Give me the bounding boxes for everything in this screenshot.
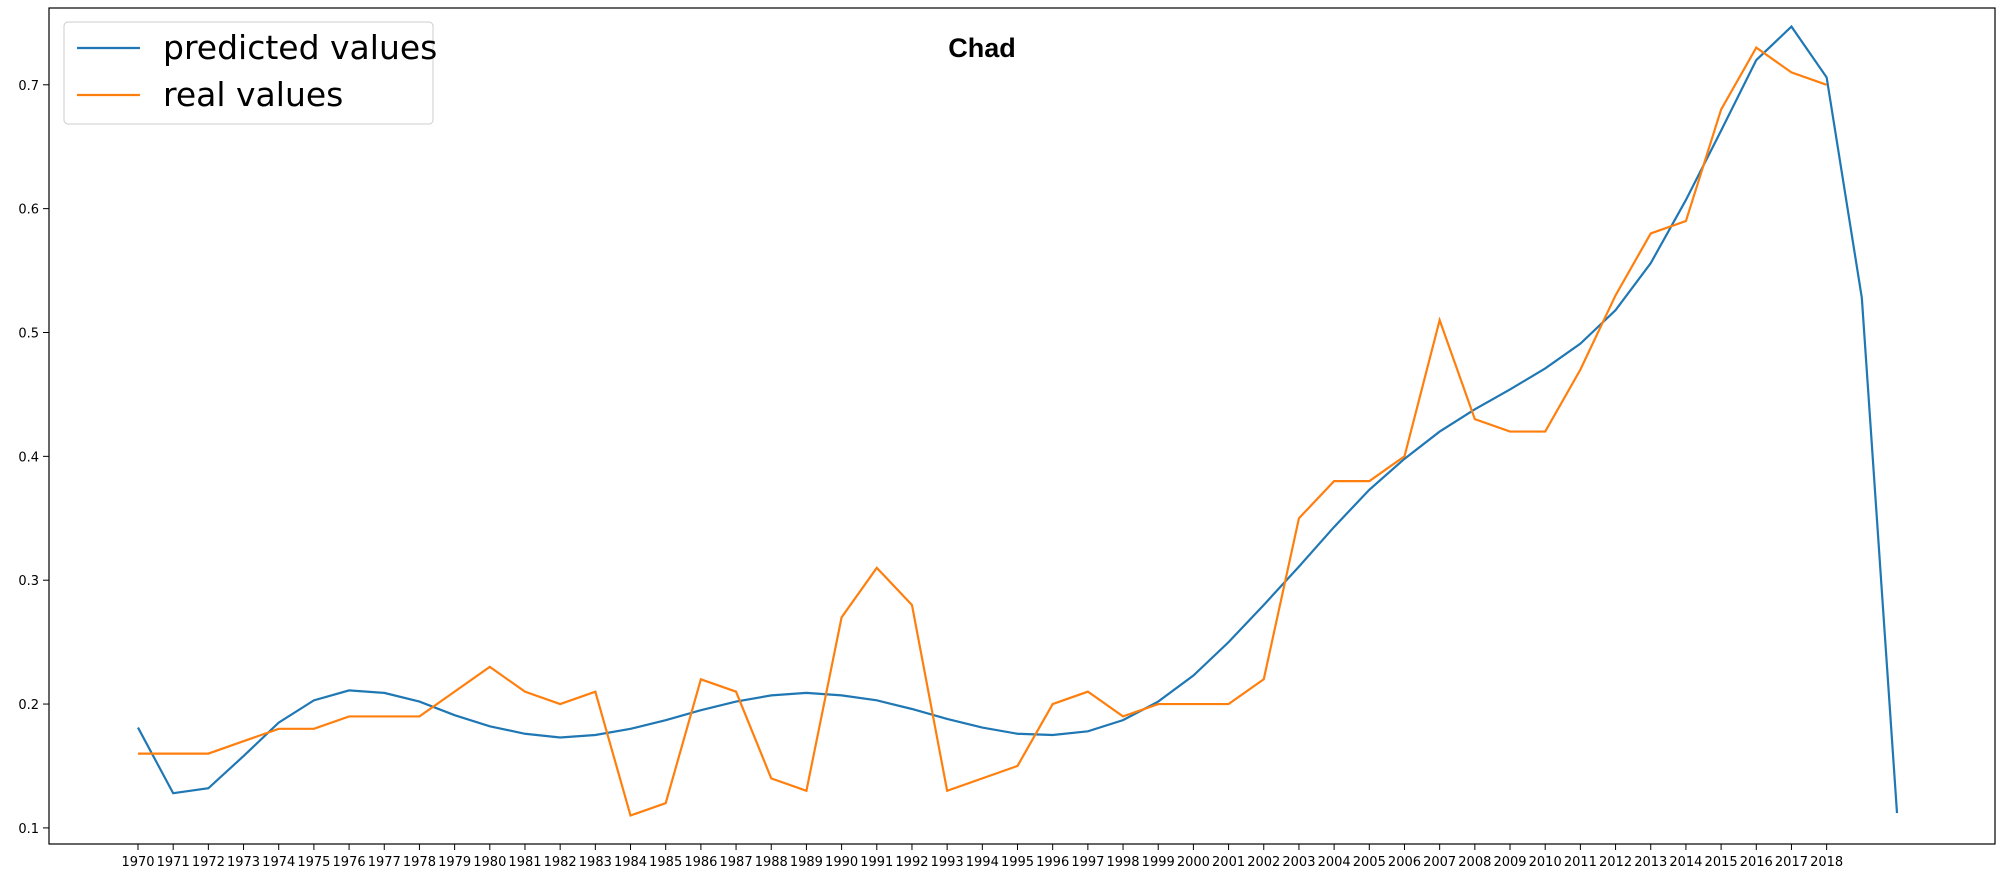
x-tick-label: 2010 bbox=[1529, 855, 1562, 870]
plot-frame bbox=[48, 7, 1996, 845]
x-tick-label: 1993 bbox=[931, 855, 964, 870]
x-tick-label: 1976 bbox=[333, 855, 366, 870]
x-tick-label: 1987 bbox=[720, 855, 753, 870]
x-tick-label: 1989 bbox=[790, 855, 823, 870]
x-tick-label: 1990 bbox=[825, 855, 858, 870]
y-tick-label: 0.5 bbox=[18, 326, 39, 341]
x-tick-label: 1980 bbox=[473, 855, 506, 870]
x-tick-label: 2013 bbox=[1634, 855, 1667, 870]
x-tick-label: 2000 bbox=[1177, 855, 1210, 870]
x-tick-label: 2002 bbox=[1247, 855, 1280, 870]
x-tick-label: 2004 bbox=[1318, 855, 1351, 870]
x-tick-label: 1983 bbox=[579, 855, 612, 870]
x-tick-label: 2003 bbox=[1282, 855, 1315, 870]
x-tick-label: 2015 bbox=[1705, 855, 1738, 870]
legend: predicted values real values bbox=[63, 21, 437, 125]
series-line-predicted-values bbox=[137, 24, 1899, 814]
legend-label-real-values: real values bbox=[163, 75, 343, 114]
chart-title: Chad bbox=[948, 33, 1016, 63]
x-tick-label: 2001 bbox=[1212, 855, 1245, 870]
y-axis: 0.1 0.2 0.3 0.4 0.5 0.6 0.7 bbox=[18, 79, 49, 837]
x-tick-label: 2008 bbox=[1458, 855, 1491, 870]
x-tick-label: 1998 bbox=[1106, 855, 1139, 870]
y-tick-label: 0.6 bbox=[18, 203, 39, 218]
x-tick-label: 1997 bbox=[1071, 855, 1104, 870]
x-tick-label: 2014 bbox=[1669, 855, 1702, 870]
x-tick-label: 1973 bbox=[227, 855, 260, 870]
x-tick-label: 2017 bbox=[1775, 855, 1808, 870]
x-tick-label: 2016 bbox=[1740, 855, 1773, 870]
x-tick-label: 1979 bbox=[438, 855, 471, 870]
x-axis: 1970 1971 1972 1973 1974 1975 1976 1977 1978 1979… bbox=[121, 844, 1843, 870]
legend-box bbox=[63, 21, 434, 125]
x-tick-label: 1991 bbox=[860, 855, 893, 870]
x-tick-label: 1970 bbox=[121, 855, 154, 870]
series-line-real-values bbox=[138, 46, 1828, 817]
x-tick-label: 2011 bbox=[1564, 855, 1597, 870]
y-tick-label: 0.3 bbox=[18, 574, 39, 589]
y-tick-label: 0.1 bbox=[18, 822, 39, 837]
x-tick-label: 1977 bbox=[368, 855, 401, 870]
x-tick-label: 2018 bbox=[1810, 855, 1843, 870]
x-tick-label: 1974 bbox=[262, 855, 295, 870]
series-layer bbox=[137, 24, 1899, 817]
x-tick-label: 2009 bbox=[1493, 855, 1526, 870]
x-tick-label: 2006 bbox=[1388, 855, 1421, 870]
x-tick-label: 1975 bbox=[297, 855, 330, 870]
x-tick-label: 1986 bbox=[684, 855, 717, 870]
x-tick-label: 1994 bbox=[966, 855, 999, 870]
legend-label-predicted-values: predicted values bbox=[163, 28, 437, 67]
x-tick-label: 1996 bbox=[1036, 855, 1069, 870]
x-tick-label: 1972 bbox=[192, 855, 225, 870]
x-tick-label: 1988 bbox=[755, 855, 788, 870]
x-tick-label: 1995 bbox=[1001, 855, 1034, 870]
y-tick-label: 0.2 bbox=[18, 698, 39, 713]
x-tick-label: 1992 bbox=[895, 855, 928, 870]
x-tick-label: 1971 bbox=[157, 855, 190, 870]
x-tick-label: 1982 bbox=[544, 855, 577, 870]
y-tick-label: 0.4 bbox=[18, 450, 39, 465]
y-tick-label: 0.7 bbox=[18, 79, 39, 94]
x-tick-label: 1978 bbox=[403, 855, 436, 870]
x-tick-label: 1981 bbox=[508, 855, 541, 870]
x-tick-label: 2007 bbox=[1423, 855, 1456, 870]
x-tick-label: 2012 bbox=[1599, 855, 1632, 870]
x-tick-label: 2005 bbox=[1353, 855, 1386, 870]
x-tick-label: 1999 bbox=[1142, 855, 1175, 870]
x-tick-label: 1984 bbox=[614, 855, 647, 870]
x-tick-label: 1985 bbox=[649, 855, 682, 870]
